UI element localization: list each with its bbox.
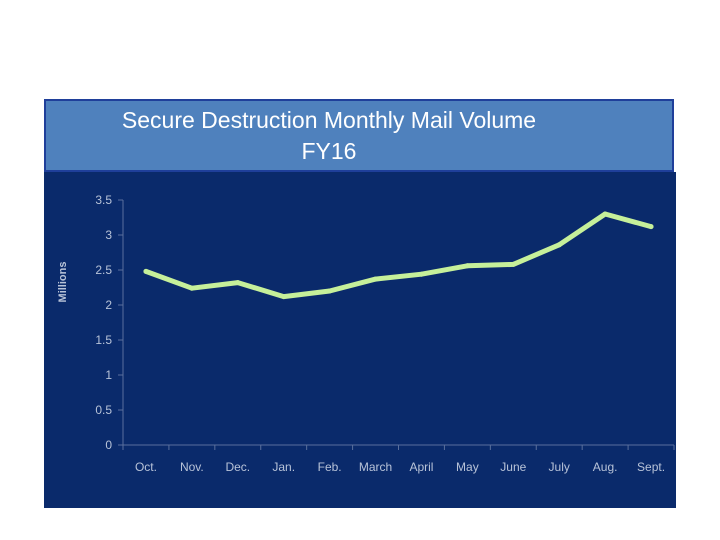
x-tick-label: Nov.	[180, 460, 204, 474]
data-point	[464, 263, 470, 269]
axes	[122, 200, 674, 446]
data-point	[143, 268, 149, 274]
series-line	[143, 211, 654, 300]
y-tick-label: 3	[105, 228, 112, 242]
chart-title-line-1: Secure Destruction Monthly Mail Volume	[121, 106, 537, 133]
data-point	[281, 294, 287, 300]
series-group	[143, 211, 654, 300]
data-point	[510, 261, 516, 267]
x-tick-label: Jan.	[272, 460, 295, 474]
chart-area: Millions 0 0.5 1 1.5 2 2.5 3 3.5 Oct. Nov. Dec. Ja…	[44, 172, 676, 508]
y-tick-label: 0.5	[95, 403, 112, 417]
y-axis-title: Millions	[57, 262, 69, 303]
x-tick-label: April	[409, 460, 433, 474]
y-tick-label: 3.5	[95, 193, 112, 207]
y-tick-label: 0	[105, 438, 112, 452]
x-tick-label: Feb.	[318, 460, 342, 474]
x-tick-label: May	[456, 460, 479, 474]
y-tick-label: 1.5	[95, 333, 112, 347]
x-tick-label: Dec.	[225, 460, 250, 474]
data-point	[189, 285, 195, 291]
data-point	[602, 211, 608, 217]
data-point	[648, 224, 654, 230]
x-tick-label: Aug.	[593, 460, 618, 474]
line-chart: Millions 0 0.5 1 1.5 2 2.5 3 3.5 Oct. Nov. Dec. Ja…	[57, 193, 675, 474]
data-point	[556, 242, 562, 248]
y-tick-label: 1	[105, 368, 112, 382]
x-tick-label: Sept.	[637, 460, 665, 474]
data-point	[235, 280, 241, 286]
x-tick-label: March	[359, 460, 392, 474]
data-point	[418, 271, 424, 277]
x-axis-ticks: Oct. Nov. Dec. Jan. Feb. March April May June Jul…	[122, 445, 675, 474]
chart-title-line-2: FY16	[301, 137, 357, 164]
x-tick-label: Oct.	[135, 460, 157, 474]
x-tick-label: June	[500, 460, 526, 474]
data-point	[327, 288, 333, 294]
chart-title-banner: Secure Destruction Monthly Mail Volume F…	[44, 99, 674, 172]
y-axis-ticks: 0 0.5 1 1.5 2 2.5 3 3.5	[95, 193, 123, 452]
y-tick-label: 2	[105, 298, 112, 312]
data-point	[373, 276, 379, 282]
x-tick-label: July	[549, 460, 570, 474]
y-tick-label: 2.5	[95, 263, 112, 277]
